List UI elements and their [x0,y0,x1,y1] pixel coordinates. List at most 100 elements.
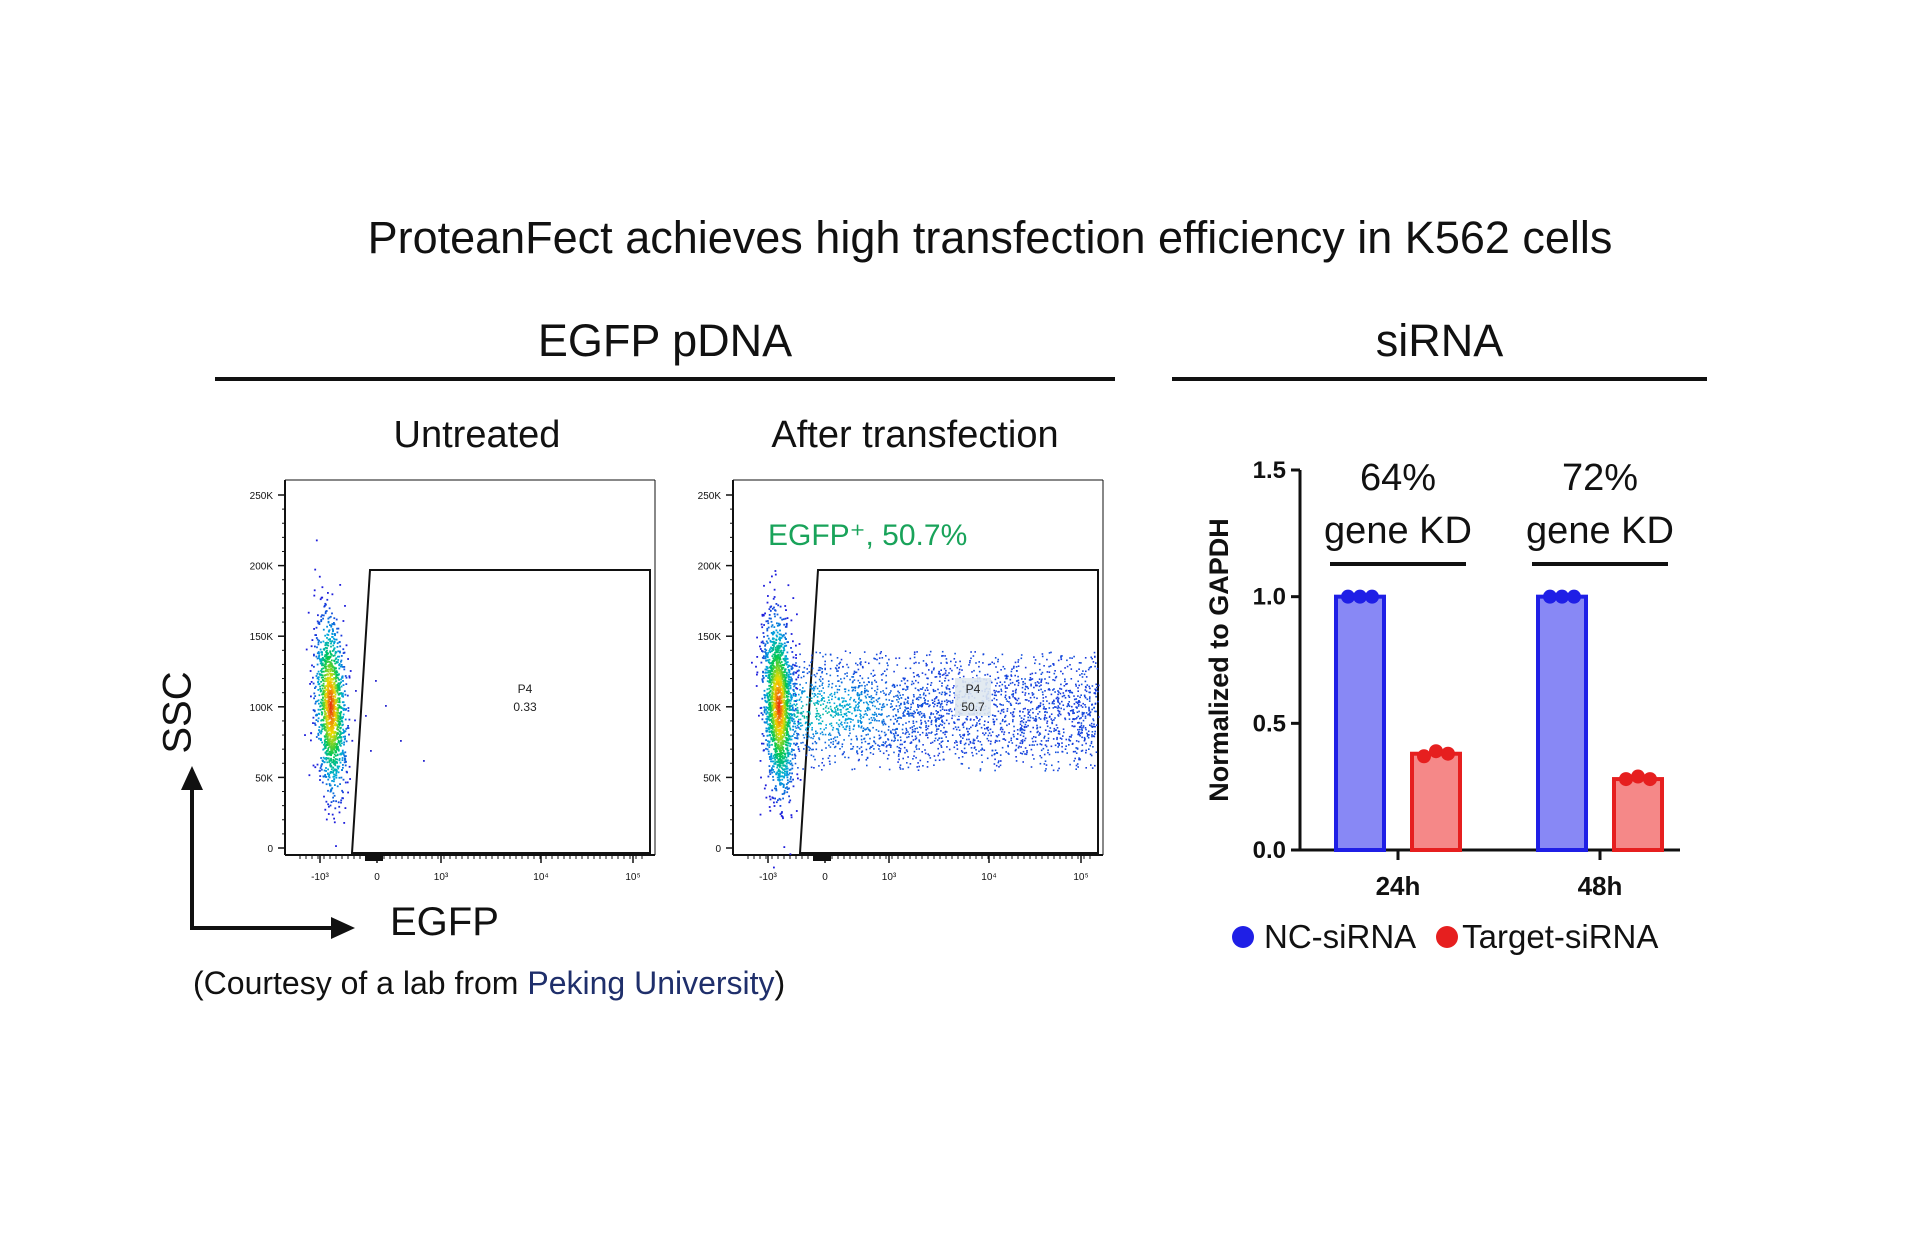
flow-cell [785,756,788,759]
flow-cell [787,742,790,745]
flow-cell [781,705,784,707]
flow-cell [762,749,765,752]
flow-cell [321,741,324,744]
flow-cell [334,807,337,810]
flow-cell [776,677,778,679]
flow-cell [779,758,781,761]
flow-cell [779,724,781,727]
flow-cell [1062,728,1065,730]
flow-cell [789,745,791,747]
flow-cell [333,641,336,643]
flow-cell [325,685,327,687]
flow-cell [334,693,337,696]
flow-cell [911,713,914,715]
flow-cell [336,725,339,728]
flow-cell [331,813,334,816]
flow-cell [846,722,849,724]
flow-cell [333,677,335,679]
flow-cell [320,701,322,704]
flow-cell [342,713,345,716]
flow-cell [756,636,758,639]
flow-cell [923,692,925,694]
flow-cell [937,739,939,741]
flow-cell [765,727,768,730]
flow-cell [830,659,833,662]
flow-cell [773,712,776,715]
flow-cell [1005,751,1007,753]
flow-cell [788,706,791,709]
flow-cell [859,713,861,715]
flow-cell [788,737,791,740]
flow-cell [997,691,999,693]
flow-cell [778,730,781,733]
flow-cell [862,666,864,669]
flow-cell [315,714,317,717]
flow-cell [783,720,785,723]
flow-cell [333,617,336,620]
flow-cell [1024,666,1027,669]
flow-cell [976,729,979,732]
flow-cell [772,735,775,738]
flow-cell [963,743,966,746]
flow-cell [851,768,853,771]
flow-cell [776,664,778,667]
flow-cell [779,805,782,807]
flow-cell [1017,684,1020,687]
flow-cell [1053,679,1056,682]
flow-cell [938,725,940,727]
flow-cell [771,678,774,680]
flow-cell [953,692,955,694]
flow-cell [1013,730,1016,732]
flow-cell [1095,695,1097,698]
flow-cell [797,676,800,679]
flow-cell [849,706,851,708]
flow-cell [775,747,777,750]
flow-cell [779,813,782,815]
flow-cell [330,692,332,695]
flow-cell [800,742,802,744]
flow-cell [314,687,316,689]
flow-cell [775,731,778,733]
flow-cell [870,717,873,719]
flow-cell [336,676,339,679]
flow-cell [1091,735,1093,738]
flow-cell [1023,718,1025,721]
flow-cell [770,730,773,732]
flow-cell [943,709,946,711]
flow-cell [348,733,350,736]
flow-cell [832,743,834,745]
flow-cell [771,692,773,695]
flow-cell [764,651,766,653]
flow-cell [854,689,857,692]
flow-cell [953,721,955,723]
flow-cell [325,729,327,732]
flow-cell [775,755,777,758]
flow-cell [796,709,799,711]
flow-cell [1008,684,1010,686]
flow-cell [781,755,784,757]
flow-cell [840,658,843,661]
flow-cell [795,810,798,812]
flow-cell [769,769,771,772]
flow-cell [838,719,841,721]
flow-cell [941,721,944,723]
flow-cell [322,657,325,660]
flow-cell [772,730,775,733]
flow-cell [1071,657,1073,659]
flow-cell [768,718,770,721]
flow-cell [783,696,786,699]
flow-cell [764,696,766,699]
flow-cell [781,713,783,716]
flow-cell [1017,661,1019,663]
flow-cell [787,773,790,776]
flow-cell [819,667,822,669]
flow-cell [811,692,814,695]
flow-cell [336,683,339,686]
flow-cell [769,714,772,716]
flow-cell [320,723,322,726]
flow-cell [849,652,851,654]
flow-cell [778,769,781,772]
flow-cell [899,707,901,709]
flow-cell [763,635,765,638]
flow-cell [787,733,790,736]
